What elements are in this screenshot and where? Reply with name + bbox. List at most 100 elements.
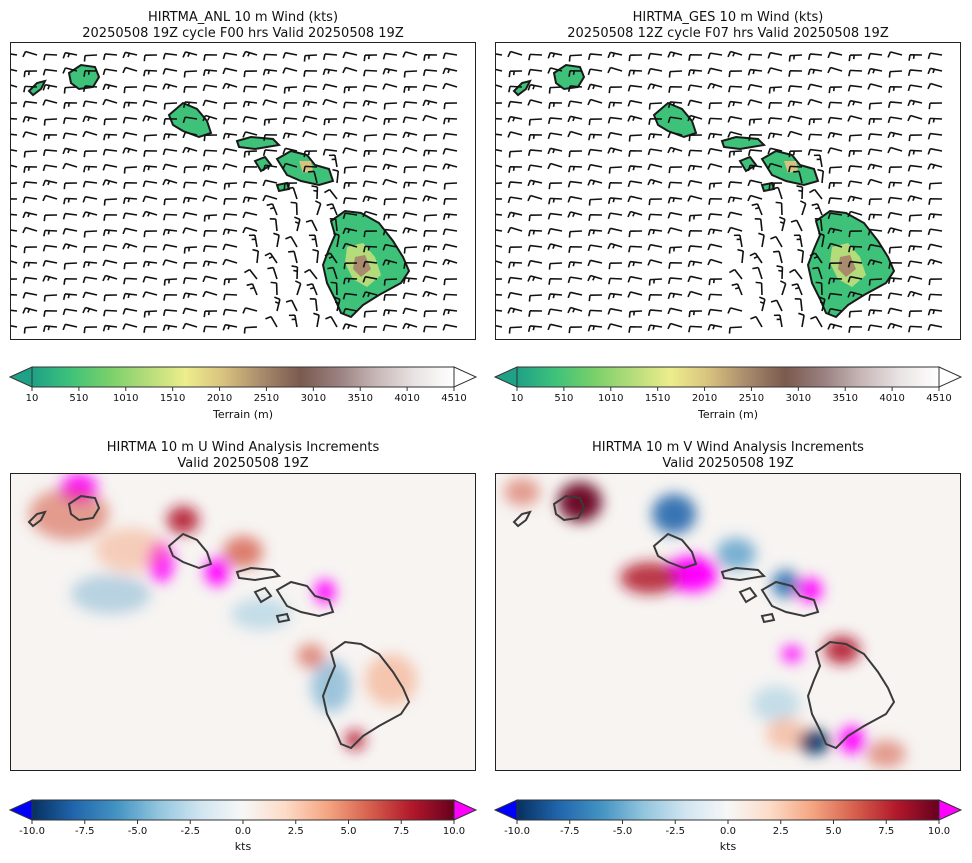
wind-barb: [424, 166, 437, 172]
wind-barb: [123, 67, 137, 72]
wind-barb: [648, 164, 662, 170]
wind-barb: [143, 196, 157, 202]
wind-barb: [810, 317, 822, 327]
colorbar-tick-label: 510: [554, 393, 573, 404]
wind-barb: [404, 167, 417, 173]
wind-barb: [908, 261, 922, 267]
wind-barb: [43, 195, 57, 200]
wind-barb: [849, 70, 862, 76]
wind-barb: [908, 115, 922, 120]
increment-blob: [365, 654, 417, 706]
wind-barb: [749, 150, 762, 156]
wind-barb: [124, 118, 137, 124]
wind-barb: [84, 55, 97, 62]
wind-barb: [444, 199, 457, 205]
colorbar-tick-label: -5.0: [128, 826, 148, 837]
wind-barb: [363, 116, 377, 122]
wind-barb: [104, 199, 117, 206]
wind-barb: [528, 85, 542, 91]
colorbar-tick-label: -2.5: [665, 826, 685, 837]
wind-barb: [403, 323, 417, 328]
wind-barb: [568, 116, 582, 122]
wind-barb: [63, 229, 77, 235]
wind-barb: [144, 135, 157, 142]
wind-barb: [383, 164, 397, 170]
wind-barb: [668, 52, 682, 58]
wind-barb: [728, 197, 742, 203]
wind-barb: [143, 211, 157, 216]
wind-barb: [344, 87, 357, 93]
wind-barb: [83, 277, 97, 283]
wind-barb: [797, 250, 803, 263]
wind-barb: [443, 83, 457, 88]
wind-barb: [629, 166, 642, 172]
wind-barb: [123, 243, 137, 248]
wind-barb: [669, 71, 682, 78]
wind-barb: [888, 323, 902, 328]
wind-barb: [144, 262, 157, 268]
wind-barb: [103, 165, 117, 171]
wind-barb: [496, 310, 502, 316]
colorbar-under-arrow: [10, 367, 32, 387]
wind-barb: [404, 87, 417, 93]
wind-barb: [629, 135, 642, 142]
wind-barb: [828, 67, 842, 72]
wind-barb: [508, 51, 522, 56]
wind-barb: [163, 260, 177, 266]
wind-barb: [263, 195, 277, 200]
wind-barb: [569, 231, 582, 238]
wind-barb: [689, 166, 702, 172]
wind-barb: [829, 118, 842, 124]
wind-barb: [364, 311, 377, 318]
increment-blob: [504, 478, 540, 506]
map-panel-ges: [495, 42, 961, 340]
wind-barb: [64, 263, 77, 270]
wind-barb: [548, 163, 562, 168]
wind-barb: [628, 101, 642, 107]
wind-barb: [243, 51, 257, 56]
wind-barb: [849, 327, 862, 333]
increment-blob: [766, 718, 806, 750]
wind-barb: [609, 167, 622, 174]
wind-barb: [306, 220, 317, 231]
wind-barb: [889, 102, 902, 108]
wind-barb: [848, 116, 862, 122]
wind-barb: [444, 294, 457, 300]
wind-barb: [324, 54, 337, 60]
colorbar-tick-label: 3510: [832, 393, 857, 404]
wind-barb: [689, 55, 702, 61]
wind-barb: [508, 308, 522, 314]
island-oahu: [169, 103, 211, 137]
wind-barb: [809, 119, 822, 125]
wind-barb: [849, 166, 862, 172]
wind-barb: [809, 150, 822, 156]
wind-barb: [84, 151, 97, 157]
wind-barb: [752, 268, 762, 279]
wind-barb: [729, 71, 742, 77]
wind-barb: [732, 284, 742, 295]
wind-barb: [756, 282, 762, 295]
wind-barb: [769, 118, 782, 124]
wind-barb: [104, 295, 117, 301]
wind-barb: [568, 131, 582, 136]
wind-barb: [63, 163, 77, 168]
wind-barb: [24, 151, 37, 158]
wind-barb: [909, 215, 922, 222]
wind-barb: [204, 215, 217, 222]
wind-barb: [709, 214, 722, 220]
wind-barb: [344, 167, 357, 174]
wind-barb: [224, 134, 237, 140]
wind-barb: [708, 149, 722, 155]
wind-barb: [548, 148, 562, 154]
wind-barb: [404, 247, 417, 254]
wind-barb: [869, 119, 882, 125]
wind-barb: [508, 293, 522, 299]
colorbar-under-arrow: [495, 800, 517, 820]
wind-barb: [496, 103, 502, 109]
wind-barb: [709, 310, 722, 316]
island-niihau: [29, 81, 45, 95]
wind-barb: [423, 100, 437, 106]
increment-blob: [205, 558, 229, 586]
wind-barb: [568, 101, 582, 107]
wind-barb: [889, 247, 902, 254]
